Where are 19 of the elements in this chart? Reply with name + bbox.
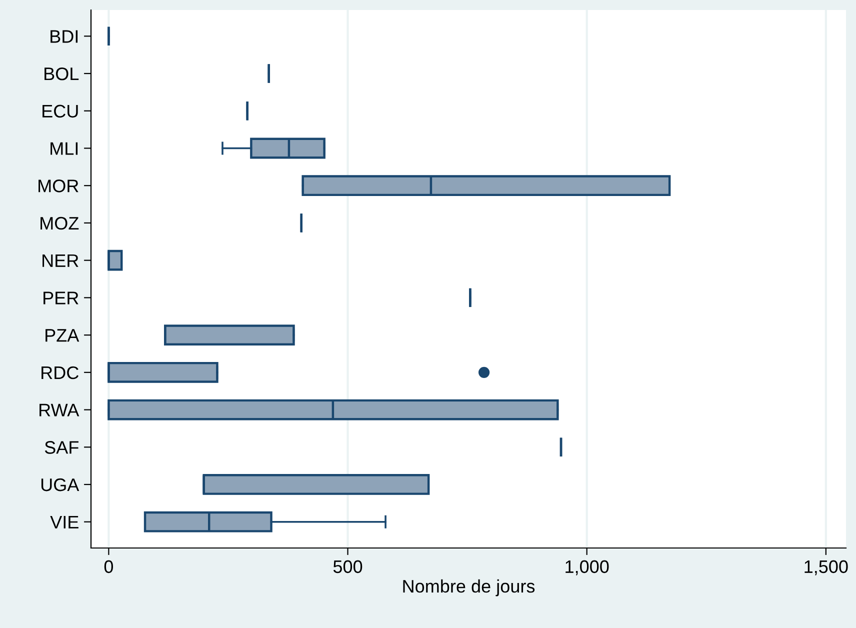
- y-tick-label: NER: [42, 254, 78, 267]
- x-tick-label: 1,500: [804, 560, 848, 576]
- y-tick-label: MLI: [50, 142, 78, 155]
- x-axis-title: Nombre de jours: [403, 579, 535, 596]
- y-tick-label: VIE: [50, 516, 78, 528]
- x-tick-label: 500: [333, 560, 362, 574]
- y-tick-label: PER: [44, 292, 78, 304]
- y-tick-label: SAF: [44, 441, 78, 454]
- y-tick-label: RDC: [42, 366, 79, 380]
- y-tick-label: RWA: [40, 404, 80, 416]
- y-tick-label: ECU: [42, 104, 78, 118]
- y-tick-label: BOL: [44, 67, 79, 80]
- y-tick-label: UGA: [41, 478, 80, 492]
- y-tick-label: MOZ: [40, 216, 79, 230]
- x-tick-label: 0: [104, 560, 114, 574]
- y-tick-label: PZA: [46, 329, 80, 342]
- x-tick-label: 1,000: [566, 560, 609, 576]
- y-tick-label: BDI: [50, 30, 78, 43]
- y-tick-label: MOR: [38, 180, 78, 192]
